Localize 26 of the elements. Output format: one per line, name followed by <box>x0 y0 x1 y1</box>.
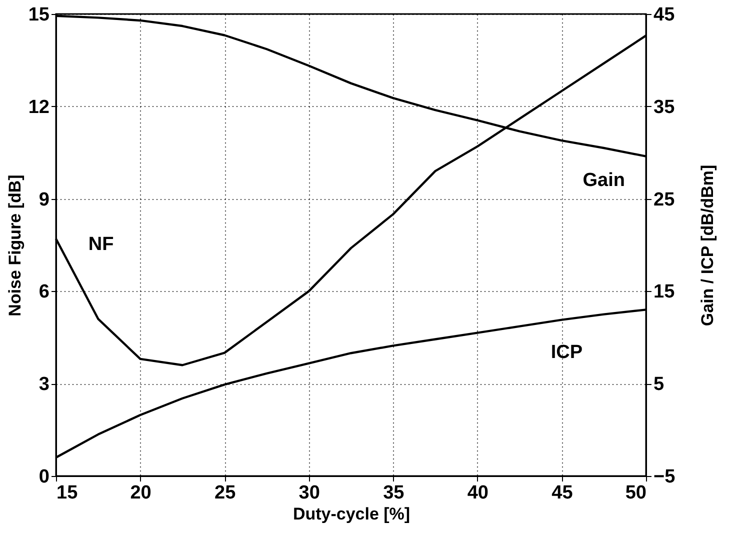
x-tick-label: 35 <box>383 482 405 504</box>
y2-tick-label: 25 <box>654 189 676 210</box>
y-axis-title: Noise Figure [dB] <box>5 174 24 316</box>
y2-tick-label: 15 <box>654 282 676 303</box>
y-tick-label: 12 <box>28 96 50 118</box>
x-tick-label: 15 <box>56 482 78 504</box>
x-tick-label: 40 <box>467 482 488 504</box>
y2-tick-label: 5 <box>654 374 664 396</box>
y2-tick-label: −5 <box>654 466 676 488</box>
x-tick-label: 25 <box>214 482 236 504</box>
y-tick-label: 0 <box>38 466 50 488</box>
x-tick-label: 20 <box>130 482 152 504</box>
y-tick-label: 6 <box>38 282 50 303</box>
y-tick-label: 15 <box>28 4 50 26</box>
series-label: NF <box>88 234 114 255</box>
series-label: ICP <box>550 342 583 363</box>
series-label: Gain <box>582 170 625 191</box>
y2-axis-title: Gain / ICP [dB/dBm] <box>698 164 718 326</box>
y-tick-label: 9 <box>38 189 50 210</box>
x-axis-title: Duty-cycle [%] <box>292 504 410 524</box>
x-tick-label: 45 <box>552 482 574 504</box>
y2-tick-label: 35 <box>654 96 676 118</box>
y-tick-label: 3 <box>38 374 50 396</box>
y2-tick-label: 45 <box>654 4 676 26</box>
x-tick-label: 50 <box>625 482 646 504</box>
x-tick-label: 30 <box>298 482 320 504</box>
